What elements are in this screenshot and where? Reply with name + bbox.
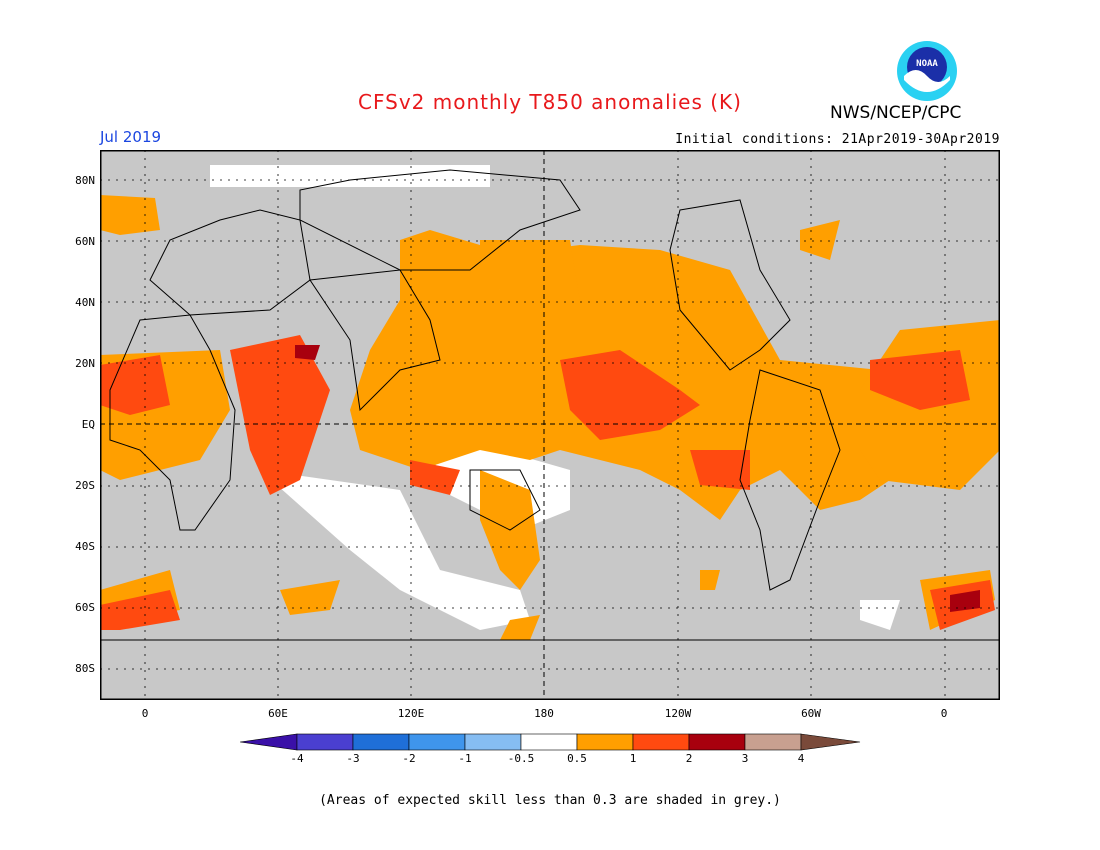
lon-label: 0	[940, 707, 948, 720]
lat-label: 40S	[75, 540, 95, 553]
lon-label: 120E	[397, 707, 425, 720]
colorbar-label: 4	[797, 752, 805, 765]
logo-text: NOAA	[916, 59, 938, 69]
anomaly-map	[99, 149, 1001, 701]
colorbar-label: -2	[402, 752, 416, 765]
colorbar-label: 1	[629, 752, 637, 765]
initial-conditions: Initial conditions: 21Apr2019-30Apr2019	[675, 132, 1000, 147]
warm-1-2	[100, 335, 995, 630]
lat-label: 20N	[75, 357, 95, 370]
colorbar-label: -0.5	[507, 752, 535, 765]
colorbar-label: 2	[685, 752, 693, 765]
agency-label: NWS/NCEP/CPC	[830, 103, 962, 123]
colorbar-label: 0.5	[567, 752, 587, 765]
graticule	[100, 150, 1000, 700]
colorbar	[239, 733, 862, 751]
map-frame	[99, 149, 1001, 701]
noaa-logo: NOAA	[896, 40, 958, 102]
colorbar-label: -1	[458, 752, 472, 765]
lon-label: 120W	[664, 707, 692, 720]
lon-label: 0	[141, 707, 149, 720]
valid-month: Jul 2019	[100, 128, 162, 146]
lat-label: 60S	[75, 601, 95, 614]
lat-label: 40N	[75, 296, 95, 309]
lat-label: 20S	[75, 479, 95, 492]
lat-label: 80S	[75, 662, 95, 675]
coastlines	[100, 169, 1000, 641]
lat-label: EQ	[81, 418, 95, 431]
colorbar-arrow-high	[800, 733, 861, 751]
lon-label: 180	[534, 707, 554, 720]
lon-label: 60W	[801, 707, 821, 720]
colorbar-arrow-low	[239, 733, 298, 751]
warm-2-3	[295, 345, 980, 612]
map-title: CFSv2 monthly T850 anomalies (K)	[358, 90, 742, 114]
colorbar-label: -4	[290, 752, 304, 765]
skill-note: (Areas of expected skill less than 0.3 a…	[319, 793, 781, 808]
colorbar-label: 3	[741, 752, 749, 765]
lat-label: 60N	[75, 235, 95, 248]
colorbar-label: -3	[346, 752, 360, 765]
lon-label: 60E	[268, 707, 288, 720]
lat-label: 80N	[75, 174, 95, 187]
